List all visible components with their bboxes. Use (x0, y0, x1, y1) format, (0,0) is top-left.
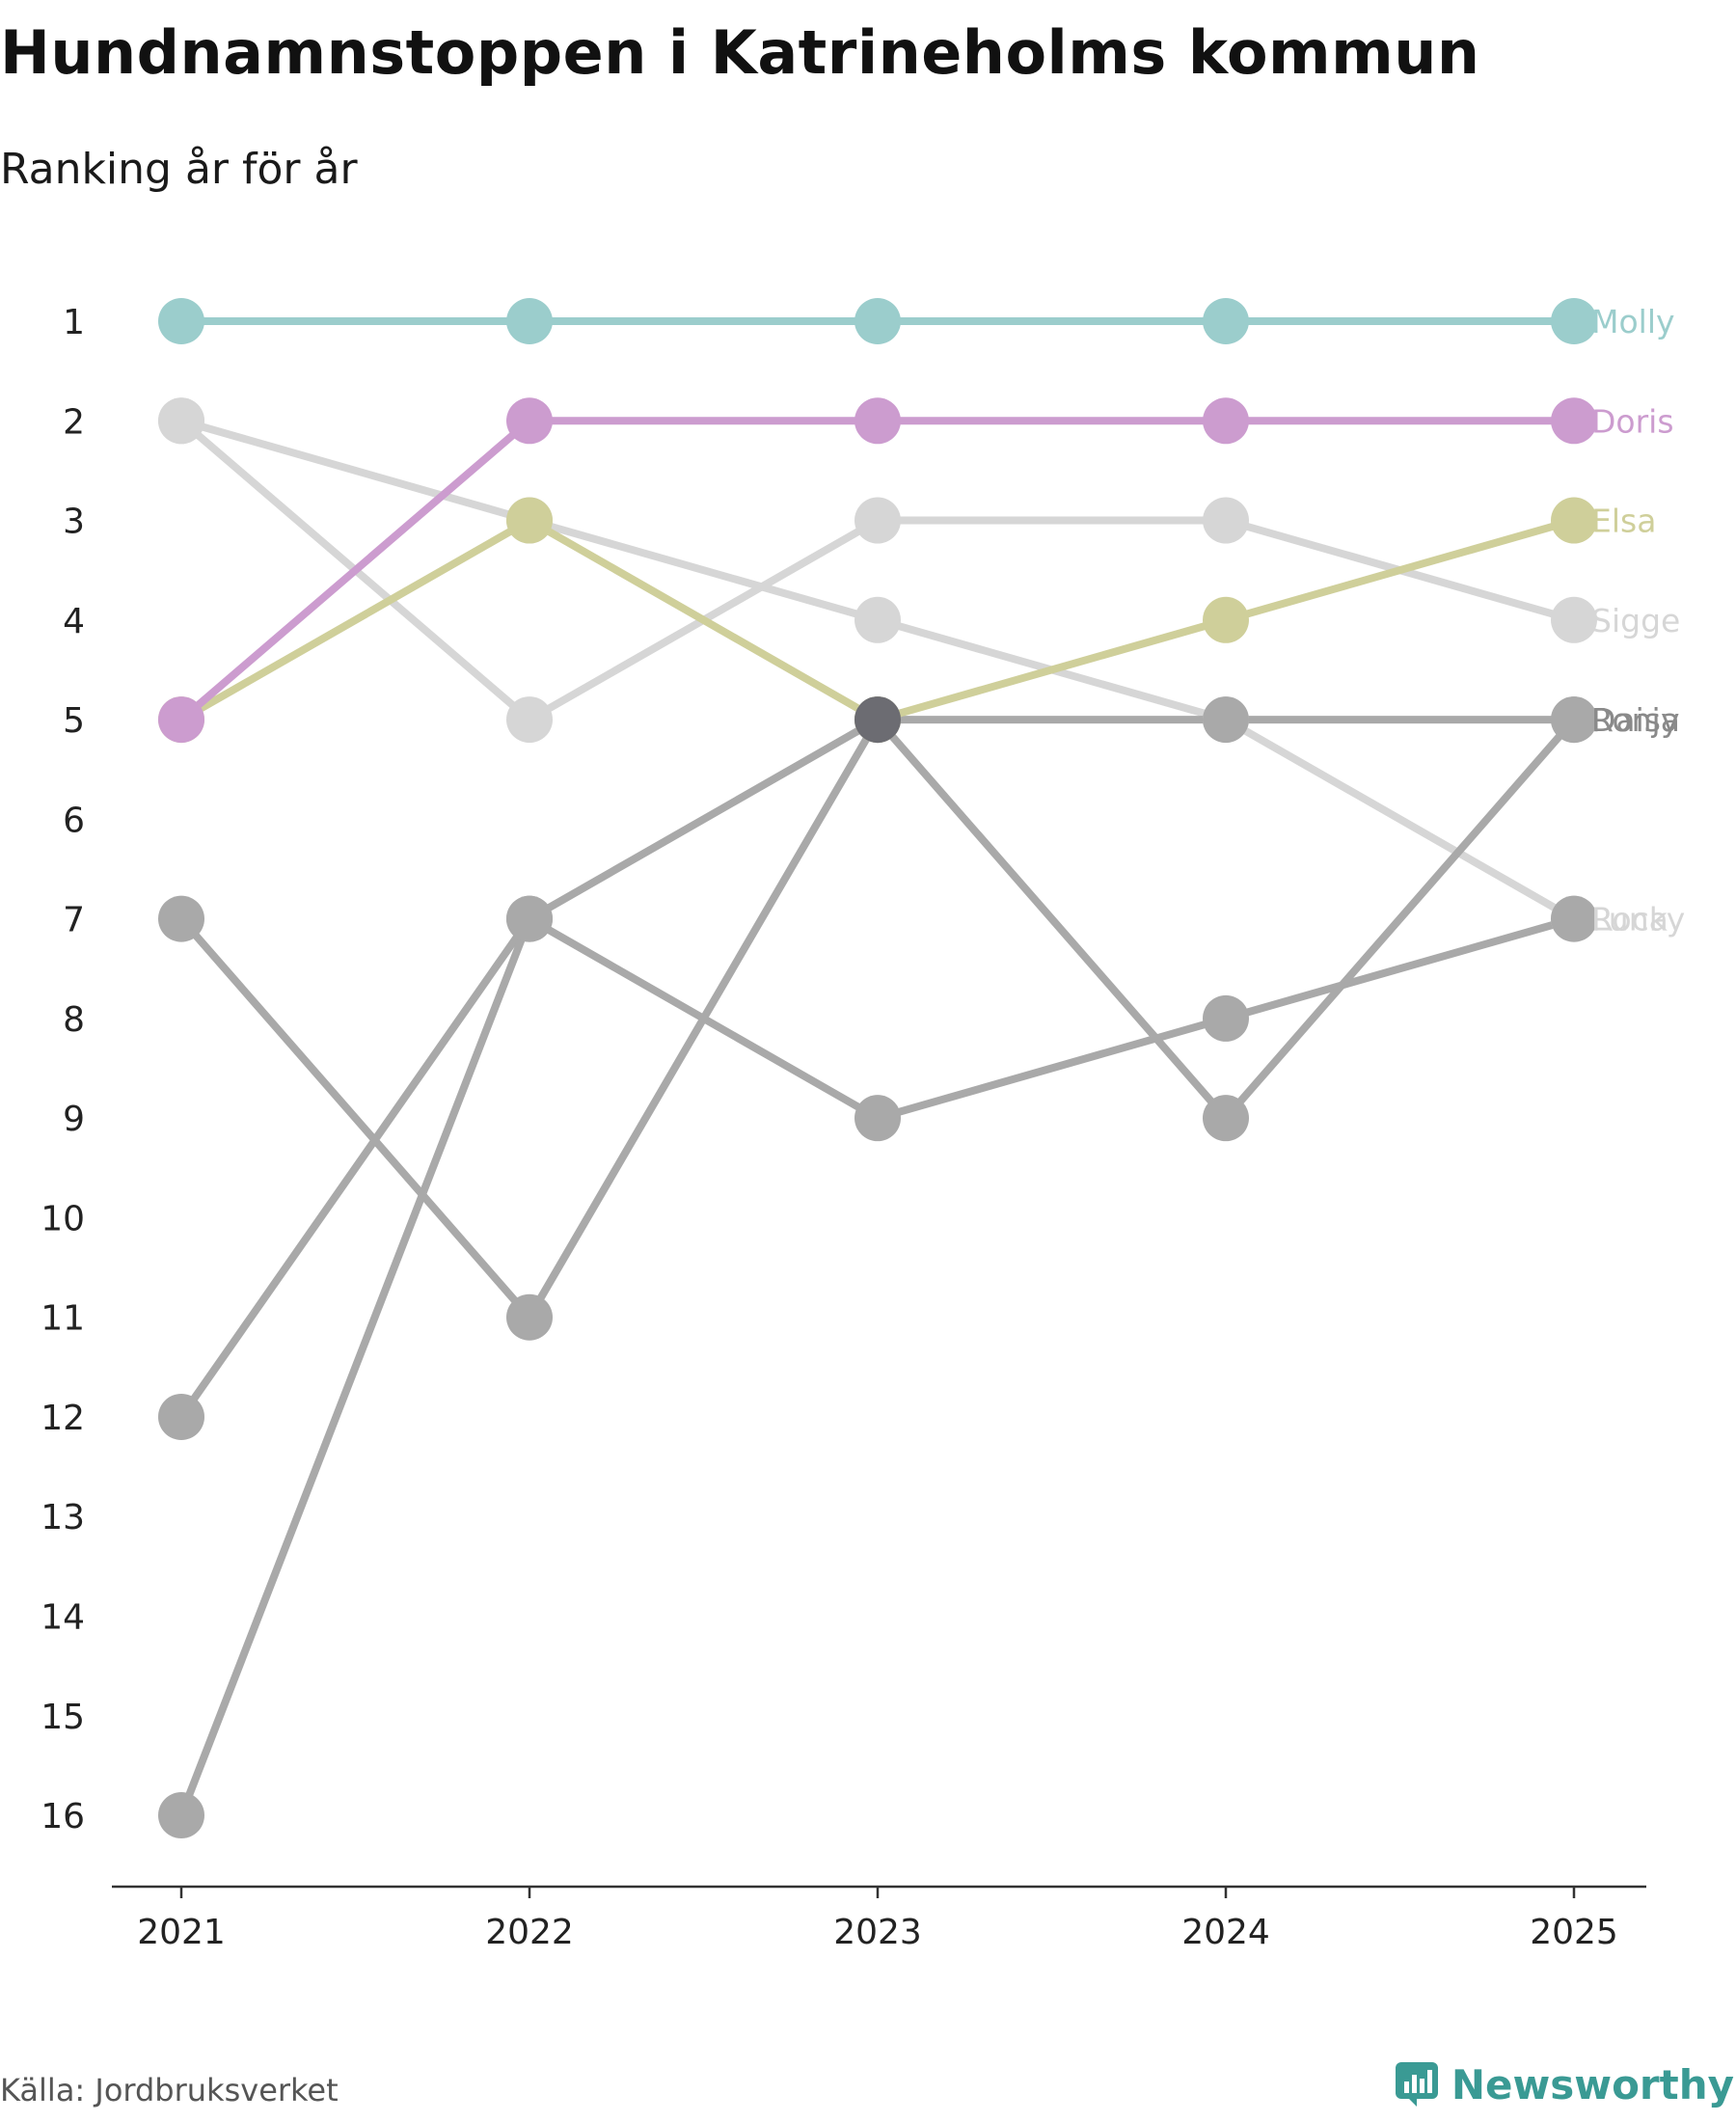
series-line-rocky (177, 417, 1578, 923)
y-tick-label: 4 (63, 602, 85, 641)
y-tick-label: 16 (41, 1797, 85, 1836)
data-point-luna (1203, 994, 1249, 1042)
series-label-rocky: Rocky (1591, 901, 1685, 939)
data-point-sigge (1203, 497, 1249, 544)
y-tick-label: 9 (63, 1100, 85, 1139)
data-point-doris (158, 696, 204, 744)
x-tick-label: 2023 (833, 1913, 922, 1952)
data-point-daisy (506, 1293, 553, 1341)
y-tick-label: 10 (41, 1199, 85, 1238)
y-tick-label: 8 (63, 1000, 85, 1040)
series-label-molly: Molly (1591, 303, 1675, 340)
series-label-luna: Luna (1591, 901, 1668, 939)
series-label-doris: Doris (1591, 402, 1674, 440)
series-line-daisy (177, 716, 1578, 1321)
series-label-elsa: Elsa (1591, 503, 1656, 540)
data-point-doris (854, 397, 901, 445)
source-note: Källa: Jordbruksverket (0, 2072, 339, 2108)
y-tick-label: 3 (63, 503, 85, 542)
chart-title: Hundnamnstoppen i Katrineholms kommun (0, 17, 1480, 88)
data-point-ronja (506, 895, 553, 942)
data-point-molly (1551, 298, 1597, 344)
y-tick-label: 1 (63, 303, 85, 342)
series-labels: Molly Doris Elsa Rocky Ronja Sigge Daisy Luna (1591, 303, 1685, 939)
data-point-elsa (1203, 596, 1249, 643)
data-point-doris (1203, 397, 1249, 445)
series-line-doris (177, 417, 1578, 724)
chart-subtitle: Ranking år för år (0, 145, 358, 194)
y-tick-label: 11 (41, 1299, 85, 1339)
data-point-ronja (1551, 696, 1597, 744)
data-point-doris (506, 397, 553, 445)
x-tick-label: 2025 (1530, 1913, 1618, 1952)
x-tick-label: 2021 (137, 1913, 226, 1952)
y-tick-label: 2 (63, 402, 85, 442)
data-point-molly (1203, 298, 1249, 344)
series-line-sigge (177, 417, 1578, 724)
x-tick-label: 2024 (1181, 1913, 1270, 1952)
data-point-daisy (158, 895, 204, 942)
data-point-doris (1551, 397, 1597, 445)
y-tick-label: 13 (41, 1498, 85, 1537)
y-tick-label: 15 (41, 1698, 85, 1737)
series-lines (177, 317, 1578, 1820)
y-tick-label: 14 (41, 1598, 85, 1638)
data-point-ronja (158, 1792, 204, 1839)
data-point-luna (1551, 895, 1597, 942)
y-tick-label: 6 (63, 801, 85, 840)
x-axis: 2021 2022 2023 2024 2025 (112, 1885, 1646, 1952)
data-point-sigge (1551, 596, 1597, 643)
brand-logo[interactable]: Newsworthy (1394, 2060, 1734, 2108)
data-point-molly (158, 298, 204, 344)
y-tick-label: 5 (63, 701, 85, 741)
x-tick-label: 2022 (485, 1913, 574, 1952)
data-point-luna (854, 1095, 901, 1142)
data-point-sigge (158, 397, 204, 445)
data-point-highlight (854, 696, 901, 744)
data-point-rocky (854, 596, 901, 643)
series-label-ronja: Ronja (1591, 701, 1680, 739)
newsworthy-logo-icon (1395, 2062, 1438, 2107)
series-line-luna (177, 914, 1578, 1421)
series-points (158, 298, 1597, 1839)
data-point-elsa (1551, 497, 1597, 544)
series-line-ronja (177, 716, 1578, 1820)
data-point-molly (506, 298, 553, 344)
data-point-sigge (854, 497, 901, 544)
data-point-ronja (1203, 1095, 1249, 1142)
data-point-sigge (506, 696, 553, 744)
series-label-daisy: Daisy (1591, 701, 1680, 739)
data-point-elsa (506, 497, 553, 544)
y-tick-label: 7 (63, 901, 85, 940)
series-label-sigge: Sigge (1591, 602, 1680, 639)
y-tick-label: 12 (41, 1399, 85, 1438)
data-point-molly (854, 298, 901, 344)
data-point-daisy (1203, 696, 1249, 744)
brand-name: Newsworthy (1451, 2060, 1734, 2108)
data-point-luna (158, 1393, 204, 1440)
